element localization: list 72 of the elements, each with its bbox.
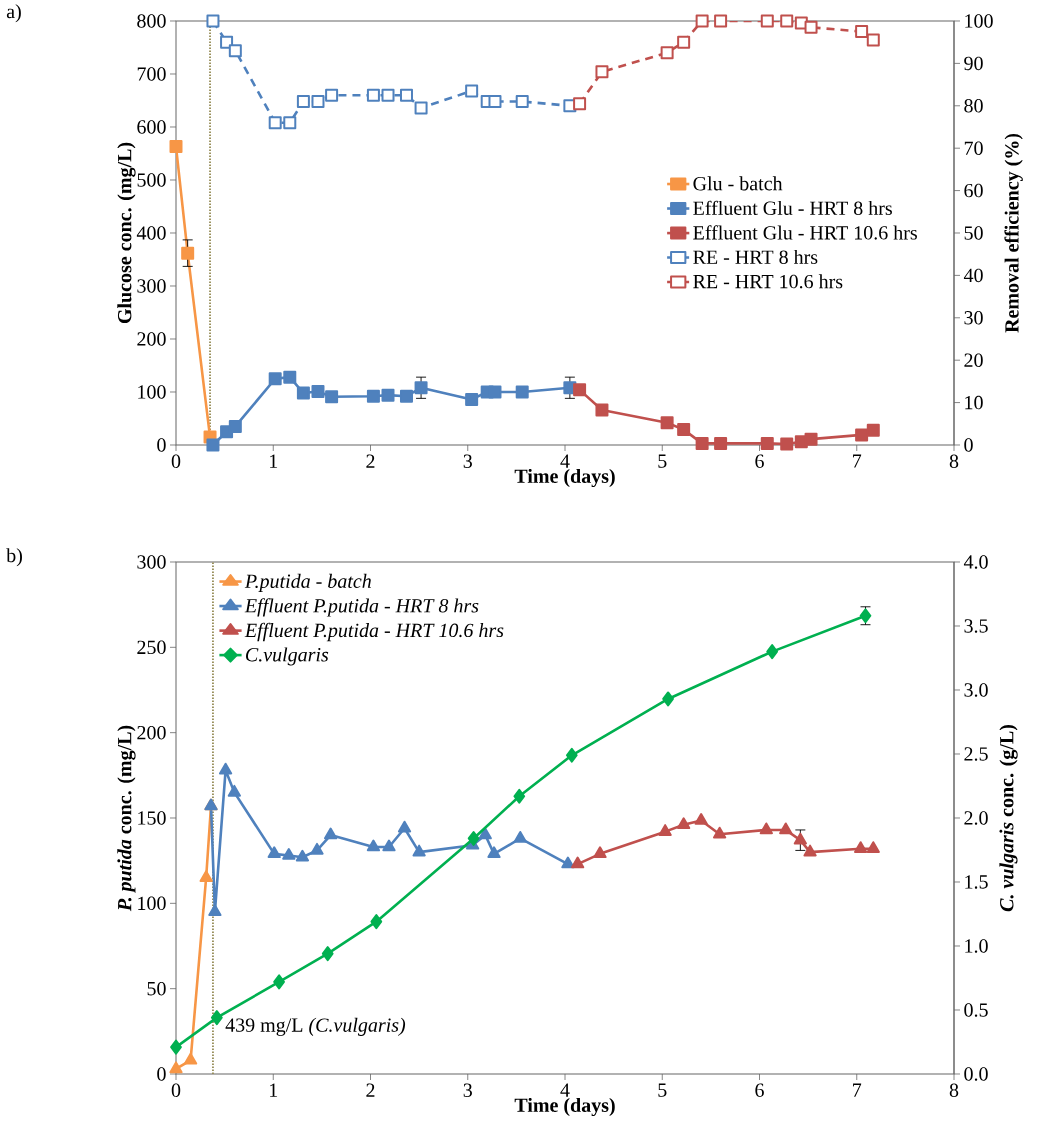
y-tick-label: 200 (137, 332, 166, 346)
y2-tick-label: 40 (963, 268, 983, 283)
y2-tick-label: 0 (964, 438, 973, 452)
y-tick-label: 300 (137, 555, 166, 569)
x-tick-label: 8 (949, 454, 959, 469)
legend-label: C.vulgaris (246, 647, 329, 666)
y-tick-label: 300 (137, 279, 166, 293)
x-axis-title: Time (days) (514, 1097, 615, 1117)
y2-tick-label: 100 (965, 14, 993, 28)
y-tick-label: 600 (137, 120, 166, 134)
y2-tick-label: 1.0 (965, 939, 988, 953)
y-tick-label: 0 (157, 1067, 166, 1081)
y2-tick-label: 90 (964, 56, 983, 71)
legend-label: RE - HRT 8 hrs (693, 249, 818, 264)
x-tick-label: 2 (366, 454, 375, 468)
y2-tick-label: 10 (965, 395, 983, 410)
x-tick-label: 3 (463, 1083, 472, 1097)
y2-axis-title: Removal efficiency (%) (1004, 133, 1023, 333)
legend-label: Effluent P.putida - HRT 10.6 hrs (244, 622, 504, 642)
legend-label: RE - HRT 10.6 hrs (693, 274, 843, 289)
y-tick-label: 250 (137, 640, 166, 655)
y2-tick-label: 80 (964, 99, 983, 113)
y-tick-label: 700 (137, 67, 166, 81)
y2-tick-label: 3.5 (964, 619, 988, 633)
y2-tick-label: 20 (964, 353, 983, 367)
x-tick-label: 1 (270, 454, 278, 468)
x-tick-label: 5 (658, 454, 667, 468)
y-tick-label: 500 (137, 173, 166, 187)
y2-axis-title: C. vulgaris conc. (g/L) (999, 724, 1018, 912)
legend-label: Effluent P.putida - HRT 8 hrs (244, 598, 479, 617)
x-tick-label: 6 (755, 1083, 764, 1097)
x-tick-label: 3 (463, 454, 472, 468)
legend-label: Glu - batch (693, 176, 783, 191)
x-tick-label: 1 (270, 1083, 278, 1097)
x-tick-label: 0 (171, 1083, 181, 1098)
y2-tick-label: 0.5 (964, 1003, 988, 1017)
y-tick-label: 200 (137, 725, 166, 740)
text: b) (6, 548, 22, 567)
y2-tick-label: 2.5 (964, 747, 988, 761)
y-axis-title: Glucose conc. (mg/L) (117, 142, 136, 324)
y-tick-label: 100 (138, 385, 166, 399)
y2-tick-label: 60 (964, 183, 983, 198)
y2-tick-label: 50 (964, 226, 983, 240)
y-axis-title: P. putida conc. (mg/L) (117, 725, 136, 912)
x-tick-label: 7 (853, 1083, 862, 1097)
x-tick-label: 2 (366, 1083, 375, 1097)
y-tick-label: 800 (137, 14, 166, 28)
y-tick-label: 0 (157, 438, 166, 452)
y2-tick-label: 4.0 (963, 555, 988, 569)
x-tick-label: 7 (853, 454, 862, 468)
legend-label: Effluent Glu - HRT 10.6 hrs (693, 225, 917, 240)
y2-tick-label: 30 (964, 311, 983, 325)
y2-tick-label: 1.5 (965, 875, 988, 889)
y2-tick-label: 70 (964, 141, 983, 155)
x-tick-label: 5 (658, 1083, 667, 1097)
x-tick-label: 4 (560, 1083, 570, 1097)
legend-label: Effluent Glu - HRT 8 hrs (693, 200, 892, 215)
text: a) (6, 4, 21, 23)
y2-tick-label: 3.0 (964, 683, 988, 697)
y2-tick-label: 2.0 (964, 811, 988, 825)
x-tick-label: 4 (560, 454, 570, 468)
legend-label: P.putida - batch (244, 573, 371, 592)
y-tick-label: 100 (138, 896, 166, 911)
x-tick-label: 6 (755, 454, 764, 468)
x-axis-title: Time (days) (514, 468, 615, 488)
y2-tick-label: 0.0 (964, 1067, 988, 1081)
y-tick-label: 150 (138, 811, 166, 825)
x-tick-label: 0 (171, 454, 181, 469)
ref-line-label: 439 mg/L (C.vulgaris) (225, 1017, 406, 1036)
x-tick-label: 8 (949, 1083, 959, 1098)
y-tick-label: 400 (136, 226, 166, 240)
y-tick-label: 50 (147, 981, 166, 996)
